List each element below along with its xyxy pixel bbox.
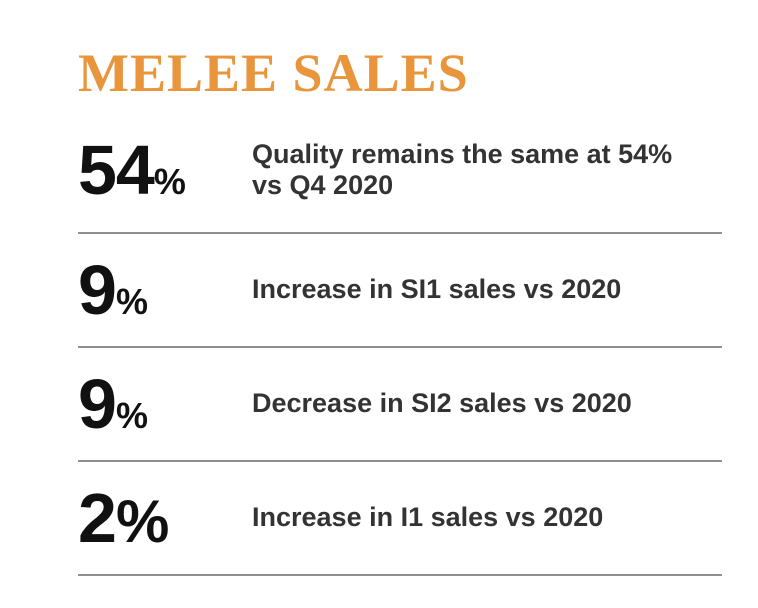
stat-value-si1: 9% xyxy=(78,255,252,325)
stat-number-text: 9 xyxy=(78,251,117,329)
stat-description-i1: Increase in I1 sales vs 2020 xyxy=(252,502,604,533)
stat-row-i1: 2% Increase in I1 sales vs 2020 xyxy=(78,462,722,576)
page-title: MELEE SALES xyxy=(78,43,469,103)
stat-row-si1: 9% Increase in SI1 sales vs 2020 xyxy=(78,234,722,348)
percent-symbol: % xyxy=(115,281,148,322)
stat-description-si1: Increase in SI1 sales vs 2020 xyxy=(252,274,622,305)
stat-number-text: 54 xyxy=(78,131,155,209)
percent-symbol: % xyxy=(115,395,148,436)
stat-value-i1: 2% xyxy=(78,483,252,553)
stat-value-si2: 9% xyxy=(78,369,252,439)
stat-row-quality: 54% Quality remains the same at 54% vs Q… xyxy=(78,108,722,234)
stat-number-text: 9 xyxy=(78,365,117,443)
stat-description-quality: Quality remains the same at 54% vs Q4 20… xyxy=(252,138,673,200)
percent-symbol: % xyxy=(153,161,186,202)
stat-description-si2: Decrease in SI2 sales vs 2020 xyxy=(252,388,632,419)
stat-number-text: 2 xyxy=(78,479,117,557)
stat-value-quality: 54% xyxy=(78,135,252,205)
stat-row-si2: 9% Decrease in SI2 sales vs 2020 xyxy=(78,348,722,462)
percent-symbol: % xyxy=(115,488,170,555)
